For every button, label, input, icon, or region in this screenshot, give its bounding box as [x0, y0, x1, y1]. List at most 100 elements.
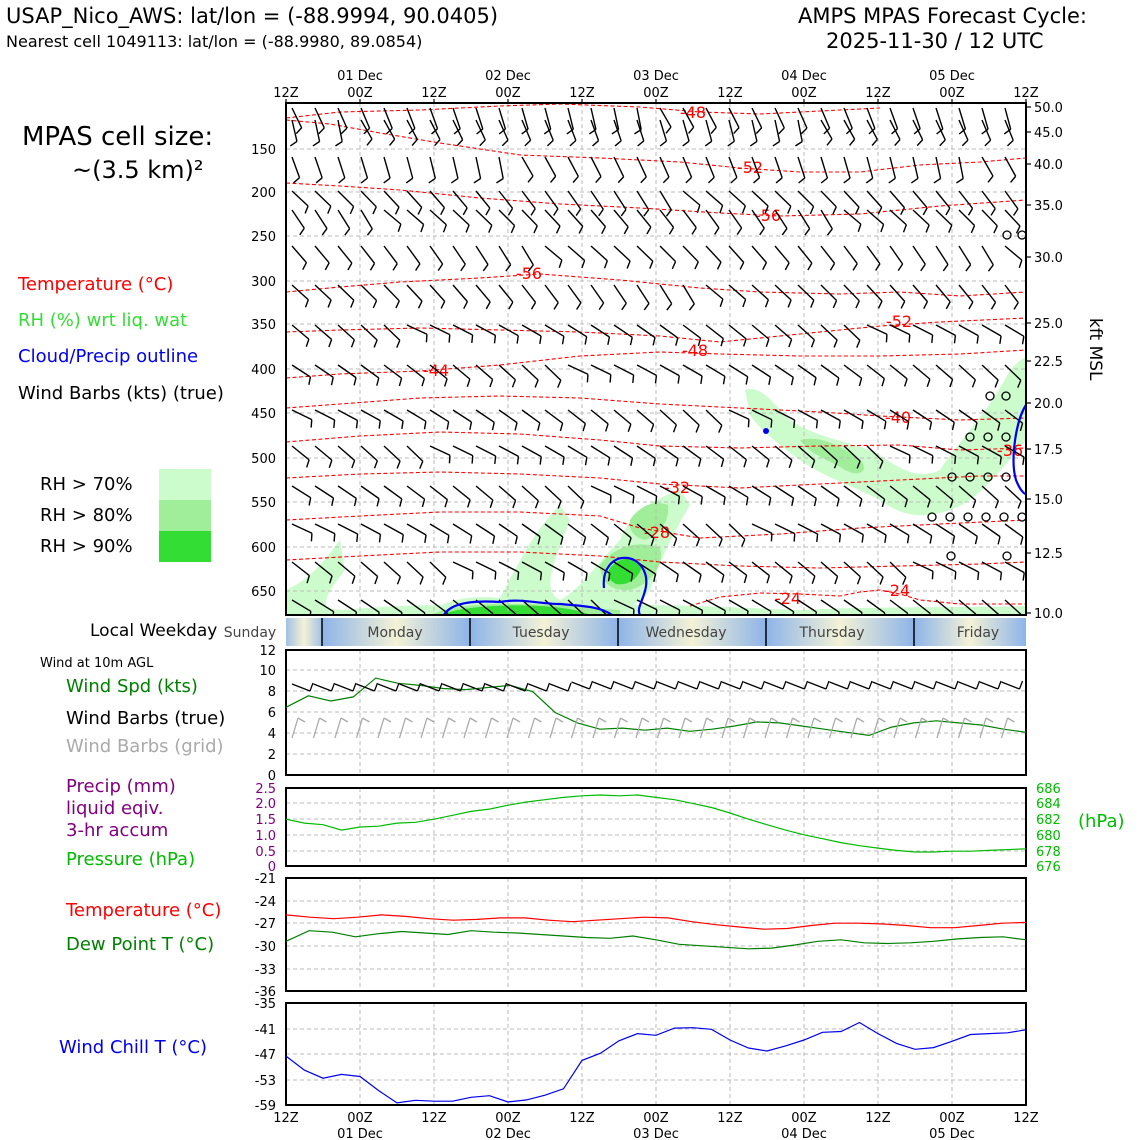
time-axis-date-bottom: 02 Dec	[485, 1127, 531, 1140]
legend-rh70-label: RH > 70%	[40, 474, 133, 495]
wind-barb	[774, 156, 783, 184]
wind-barb-grid	[807, 717, 822, 739]
wind-barb	[360, 119, 373, 146]
wind-barb	[406, 119, 418, 146]
wind-barb	[498, 107, 507, 135]
wind-barb	[498, 190, 514, 216]
time-axis-hour-top: 00Z	[791, 86, 817, 101]
weekday-label: Thursday	[798, 625, 864, 641]
wind-barb	[636, 409, 655, 433]
wind-barb	[843, 190, 860, 215]
wind-barb-10m	[872, 680, 895, 690]
wind-barb	[774, 364, 794, 386]
wind-barb	[705, 284, 724, 307]
wind-barb	[843, 245, 858, 271]
wind-barb	[749, 119, 758, 147]
wind-barb	[958, 245, 972, 272]
wind-barb-grid	[549, 717, 564, 739]
wind-barb	[498, 245, 512, 272]
wind-barb	[496, 156, 504, 184]
wind-barb	[360, 523, 382, 543]
wind-barb-10m	[506, 682, 529, 692]
wind-barb	[705, 209, 720, 235]
wind-barb	[544, 485, 562, 509]
wind-barb	[981, 523, 1001, 545]
wind-barb	[337, 107, 348, 135]
wind-barb	[682, 284, 695, 311]
wind-barb-10m	[420, 682, 443, 692]
time-axis-hour-top: 12Z	[865, 86, 891, 101]
wind-barb	[429, 523, 450, 544]
wind-barb	[1004, 485, 1022, 509]
time-axis-date-top: 03 Dec	[633, 69, 679, 84]
pressure-level-tick: 250	[251, 230, 276, 245]
wind-barb	[751, 284, 770, 308]
wind-barb	[613, 119, 622, 147]
wind-barb	[337, 245, 353, 271]
wind-barb	[889, 364, 908, 387]
wind-barb-grid	[721, 717, 736, 739]
wind-barb-10m	[399, 682, 422, 692]
wind-barb	[521, 119, 532, 147]
legend-dewpoint: Dew Point T (°C)	[66, 934, 215, 955]
wind-barb	[797, 599, 818, 615]
wind-barb	[613, 445, 634, 466]
wind-barb-10m	[743, 680, 766, 690]
wind-barb	[521, 485, 540, 509]
wind-barb	[429, 561, 447, 585]
wind-barb	[452, 119, 464, 147]
wind-barb	[659, 156, 670, 184]
wind-barb	[544, 409, 564, 432]
wind-barb	[383, 156, 391, 184]
time-axis-hour-bottom: 00Z	[939, 1111, 965, 1126]
wind-barb	[406, 561, 424, 585]
wind-barb	[590, 324, 611, 345]
wind-barb	[981, 561, 1003, 581]
wind-barb	[613, 209, 629, 235]
wind-barb	[521, 284, 537, 310]
wind-barb-grid	[506, 717, 521, 739]
wind-barb	[567, 245, 586, 269]
height-kft-tick: 25.0	[1034, 317, 1063, 332]
wind-barb	[751, 523, 773, 542]
legend-pressure: Pressure (hPa)	[66, 849, 196, 870]
height-kft-tick: 12.5	[1034, 547, 1063, 562]
wind-barb	[475, 245, 489, 272]
dewpoint-line	[285, 930, 1027, 950]
wind-barb	[429, 107, 439, 135]
time-axis-date-bottom: 05 Dec	[929, 1127, 975, 1140]
pressure-level-tick: 150	[251, 143, 276, 158]
wind-barb	[636, 485, 658, 505]
pressure-level-tick: 600	[251, 541, 276, 556]
pressure-level-tick: 400	[251, 363, 276, 378]
legend-barbs-grid: Wind Barbs (grid)	[66, 736, 224, 757]
wind-barb	[613, 364, 635, 384]
wind-barb-grid	[850, 717, 865, 739]
wind-barb	[544, 364, 562, 388]
wind-barb	[889, 209, 908, 233]
wind-barb	[705, 245, 722, 270]
wind-barb	[475, 445, 497, 465]
wind-barb	[820, 209, 833, 236]
wind-barb	[912, 523, 933, 544]
legend-rh80-label: RH > 80%	[40, 505, 133, 526]
wind-barb	[567, 599, 585, 615]
wind-barb	[544, 209, 561, 234]
wind-barb	[452, 245, 466, 272]
rh-shading	[286, 358, 1026, 615]
wind-barb-10m	[958, 680, 981, 690]
wind-barb	[452, 107, 461, 135]
wind-barb	[820, 409, 841, 429]
wind-barb	[429, 445, 451, 464]
time-axis-hour-top: 00Z	[939, 86, 965, 101]
legend-rh80-swatch	[159, 500, 211, 531]
wind-barb	[337, 485, 357, 507]
wind-barb	[291, 485, 312, 506]
time-axis-hour-top: 12Z	[717, 86, 743, 101]
cloud-point-marker	[763, 428, 769, 434]
legend-wind-barbs: Wind Barbs (kts) (true)	[18, 383, 224, 404]
wind-barb	[429, 284, 446, 309]
wind-barb	[843, 409, 864, 430]
wind-barb	[590, 156, 602, 184]
wind-barb	[383, 364, 403, 387]
